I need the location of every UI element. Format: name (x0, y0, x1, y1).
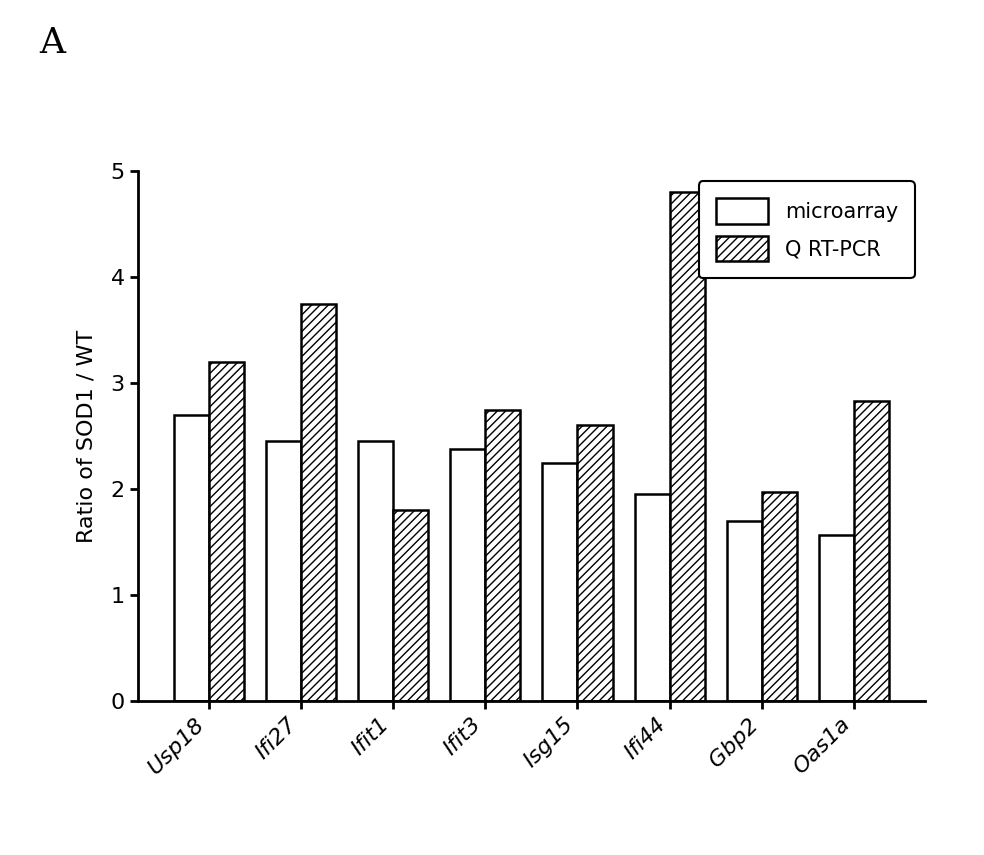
Bar (727, 521, 762, 701)
Bar (578, 426, 612, 701)
Bar (635, 494, 670, 701)
Bar (209, 362, 244, 701)
Legend: microarray, Q RT-PCR: microarray, Q RT-PCR (700, 181, 914, 278)
Bar (393, 510, 428, 701)
Text: A: A (39, 26, 65, 60)
Bar (301, 304, 336, 701)
Y-axis label: Ratio of SOD1 / WT: Ratio of SOD1 / WT (77, 329, 96, 543)
Bar (266, 441, 301, 701)
Bar (819, 534, 854, 701)
Bar (854, 401, 890, 701)
Bar (542, 463, 578, 701)
Bar (173, 415, 209, 701)
Bar (762, 492, 797, 701)
Bar (485, 410, 521, 701)
Bar (670, 192, 705, 701)
Bar (358, 441, 393, 701)
Bar (451, 449, 485, 701)
